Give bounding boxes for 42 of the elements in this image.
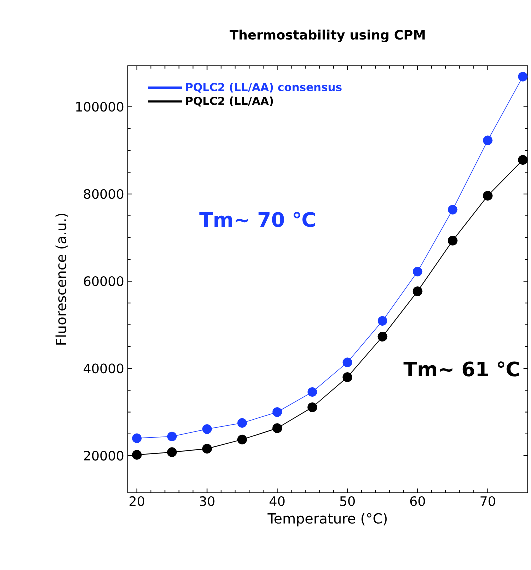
point <box>518 72 528 82</box>
point <box>308 387 318 398</box>
point <box>308 402 318 412</box>
y-tick-label: 60000 <box>84 276 124 286</box>
point <box>132 434 142 444</box>
point <box>202 444 212 454</box>
y-tick-label: 20000 <box>84 451 124 461</box>
annotation: Tm~ 70 ℃ <box>200 212 316 228</box>
point <box>483 136 493 146</box>
annotation: Tm~ 61 ℃ <box>404 362 520 377</box>
point <box>412 286 423 296</box>
x-tick-label: 70 <box>480 496 496 506</box>
y-axis-title: Fluorescence (a.u.) <box>56 214 68 345</box>
point <box>237 434 248 445</box>
legend-label: PQLC2 (LL/AA) consensus <box>186 82 342 93</box>
x-axis-title: Temperature (°C) <box>268 513 387 527</box>
y-tick-label: 80000 <box>84 189 124 200</box>
point <box>202 424 212 434</box>
point <box>342 372 353 382</box>
point <box>378 332 388 342</box>
point <box>483 191 493 201</box>
point <box>272 408 282 418</box>
point <box>167 432 178 442</box>
y-tick-label: 100000 <box>76 102 124 112</box>
point <box>448 236 458 246</box>
chart-title: Thermostability using CPM <box>230 30 425 42</box>
y-tick-label: 40000 <box>84 364 124 374</box>
x-tick-label: 30 <box>200 496 215 506</box>
point <box>132 450 142 460</box>
x-tick-label: 40 <box>270 496 285 506</box>
point <box>413 267 423 277</box>
x-tick-label: 50 <box>340 496 356 506</box>
point <box>448 205 458 215</box>
point <box>167 448 178 458</box>
point <box>378 316 388 326</box>
point <box>238 418 248 428</box>
legend-label: PQLC2 (LL/AA) <box>186 96 274 107</box>
x-tick-label: 60 <box>410 496 426 506</box>
point <box>342 358 352 368</box>
point <box>272 424 282 434</box>
x-tick-label: 20 <box>130 496 144 506</box>
point <box>518 155 528 166</box>
